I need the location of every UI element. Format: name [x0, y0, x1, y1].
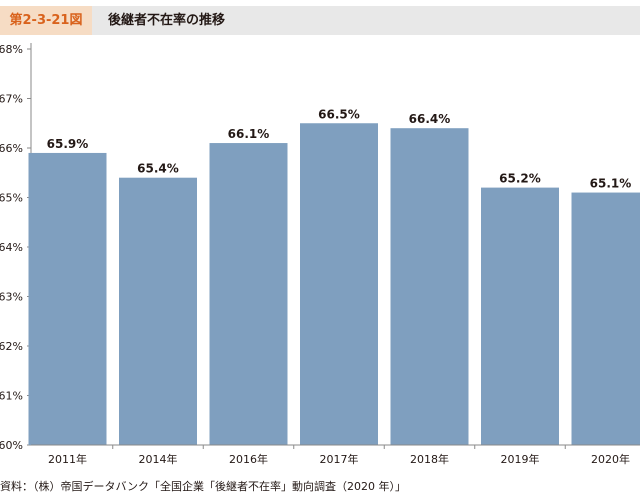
y-tick-label: 68% — [0, 43, 23, 56]
y-tick-label: 64% — [0, 241, 23, 254]
data-label: 66.4% — [409, 112, 451, 126]
data-label: 66.5% — [318, 107, 360, 121]
bar — [300, 123, 378, 445]
x-tick-label: 2018年 — [410, 452, 449, 466]
x-tick-label: 2011年 — [48, 452, 87, 466]
y-tick-label: 65% — [0, 192, 23, 205]
bar — [571, 192, 640, 445]
data-label: 65.4% — [137, 162, 179, 176]
y-tick-label: 67% — [0, 93, 23, 106]
bar — [28, 152, 107, 445]
x-tick-label: 2016年 — [229, 452, 268, 466]
data-label: 65.1% — [590, 177, 632, 191]
x-tick-label: 2014年 — [139, 452, 178, 466]
bar — [119, 177, 197, 445]
x-tick-label: 2019年 — [501, 452, 540, 466]
y-axis: 60% 61% 62% 63% 64% 65% 66% 67% 68% — [0, 43, 32, 452]
y-tick-label: 60% — [0, 439, 23, 452]
x-tick-label: 2020年 — [591, 452, 630, 466]
data-label: 65.9% — [47, 137, 89, 151]
bar-chart: 60% 61% 62% 63% 64% 65% 66% 67% 68% 65.9% 65.4% 66… — [0, 43, 640, 466]
y-tick-label: 66% — [0, 142, 23, 155]
bar — [209, 143, 288, 446]
y-tick-label: 62% — [0, 340, 23, 353]
x-tick-label: 2017年 — [320, 452, 359, 466]
x-axis: 2011年 2014年 2016年 2017年 2018年 2019年 2020年 — [31, 444, 640, 466]
figure-number: 第2-3-21図 — [0, 6, 92, 35]
value-labels: 65.9% 65.4% 66.1% 66.5% 66.4% 65.2% 65.1% — [47, 107, 632, 190]
figure-title: 後継者不在率の推移 — [108, 13, 226, 28]
bar — [481, 187, 559, 445]
bars — [28, 123, 640, 446]
y-tick-label: 63% — [0, 291, 23, 304]
source-note: 資料：（株）帝国データバンク「全国企業「後継者不在率」動向調査（2020 年）」 — [0, 480, 407, 493]
bar — [390, 128, 469, 445]
y-tick-label: 61% — [0, 390, 23, 403]
data-label: 65.2% — [499, 172, 541, 186]
figure-header: 第2-3-21図 後継者不在率の推移 — [0, 6, 640, 35]
data-label: 66.1% — [228, 127, 270, 141]
